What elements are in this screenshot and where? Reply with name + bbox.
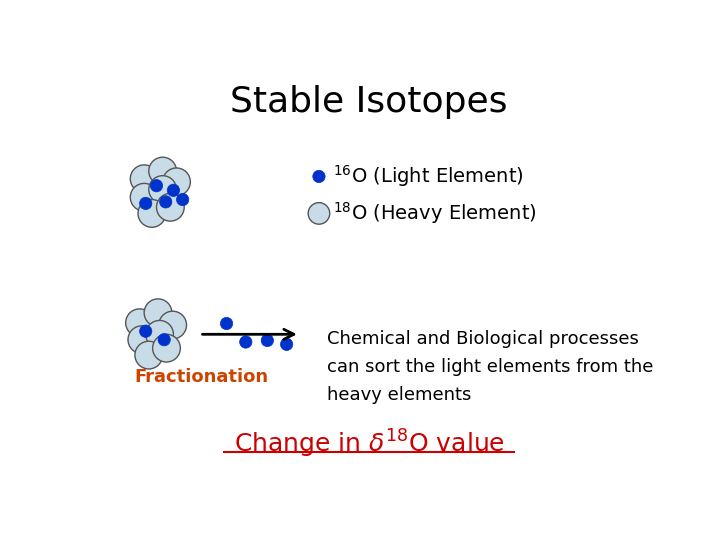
Circle shape: [135, 341, 163, 369]
Circle shape: [156, 193, 184, 221]
Circle shape: [158, 334, 171, 346]
Circle shape: [126, 309, 153, 336]
Circle shape: [240, 336, 252, 348]
Circle shape: [163, 168, 190, 195]
Circle shape: [167, 184, 179, 197]
Circle shape: [140, 197, 152, 210]
Circle shape: [261, 334, 274, 347]
Circle shape: [145, 320, 174, 348]
Text: Chemical and Biological processes
can sort the light elements from the
heavy ele: Chemical and Biological processes can so…: [327, 330, 653, 404]
Circle shape: [159, 311, 186, 339]
Circle shape: [130, 165, 158, 193]
Circle shape: [144, 299, 172, 327]
Circle shape: [150, 179, 163, 192]
Circle shape: [128, 326, 156, 354]
Circle shape: [308, 202, 330, 224]
Text: Stable Isotopes: Stable Isotopes: [230, 85, 508, 119]
Circle shape: [149, 176, 176, 204]
Circle shape: [220, 318, 233, 330]
Circle shape: [312, 170, 325, 183]
Circle shape: [130, 184, 158, 211]
Circle shape: [149, 157, 176, 185]
Text: Change in $\delta^{18}$O value: Change in $\delta^{18}$O value: [233, 428, 505, 460]
Circle shape: [160, 195, 172, 208]
Circle shape: [138, 200, 166, 227]
Text: $^{18}$O (Heavy Element): $^{18}$O (Heavy Element): [333, 200, 536, 226]
Text: $^{16}$O (Light Element): $^{16}$O (Light Element): [333, 164, 523, 190]
Circle shape: [153, 334, 180, 362]
Circle shape: [140, 325, 152, 338]
Circle shape: [281, 338, 293, 350]
Text: Fractionation: Fractionation: [134, 368, 269, 386]
Circle shape: [176, 193, 189, 206]
